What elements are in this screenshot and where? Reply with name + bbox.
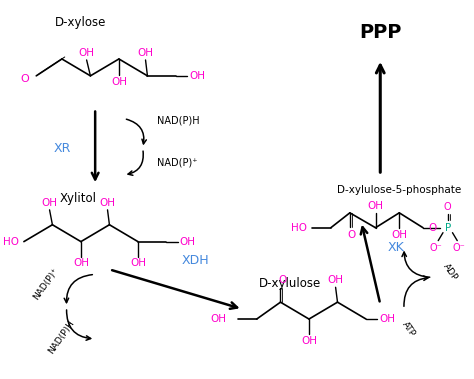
Text: OH: OH [73, 258, 89, 268]
Text: Xylitol: Xylitol [60, 192, 97, 205]
Text: OH: OH [367, 201, 383, 211]
Text: ATP: ATP [401, 320, 417, 338]
Text: OH: OH [130, 258, 146, 268]
Text: HO: HO [3, 236, 19, 247]
Text: XR: XR [53, 142, 71, 155]
Text: O: O [428, 223, 437, 233]
Text: OH: OH [42, 198, 57, 208]
Text: OH: OH [189, 71, 205, 81]
Text: ADP: ADP [441, 262, 459, 282]
Text: O: O [444, 202, 452, 212]
Text: O: O [20, 74, 28, 84]
Text: NAD(P)H: NAD(P)H [47, 318, 77, 356]
Text: D-xylulose-5-phosphate: D-xylulose-5-phosphate [337, 185, 461, 195]
Text: OH: OH [100, 198, 116, 208]
Text: OH: OH [391, 230, 407, 240]
Text: O: O [347, 230, 356, 240]
Text: OH: OH [79, 48, 95, 58]
Text: OH: OH [137, 48, 154, 58]
Text: OH: OH [111, 77, 127, 87]
Text: OH: OH [328, 275, 344, 285]
Text: OH: OH [210, 314, 226, 324]
Text: OH: OH [180, 236, 196, 247]
Text: NAD(P)⁺: NAD(P)⁺ [157, 157, 198, 167]
Text: NAD(P)H: NAD(P)H [157, 116, 200, 125]
Text: XDH: XDH [181, 254, 209, 268]
Text: OH: OH [301, 336, 317, 346]
Text: HO: HO [291, 223, 307, 233]
Text: D-xylose: D-xylose [55, 16, 107, 29]
Text: XK: XK [388, 241, 405, 254]
Text: P: P [445, 223, 451, 233]
Text: O⁻: O⁻ [430, 243, 443, 253]
Text: PPP: PPP [359, 23, 401, 42]
Text: OH: OH [379, 314, 395, 324]
Text: O: O [278, 275, 286, 285]
Text: O⁻: O⁻ [453, 243, 465, 253]
Text: NAD(P)⁺: NAD(P)⁺ [31, 266, 60, 302]
Text: D-xylulose: D-xylulose [259, 277, 321, 290]
